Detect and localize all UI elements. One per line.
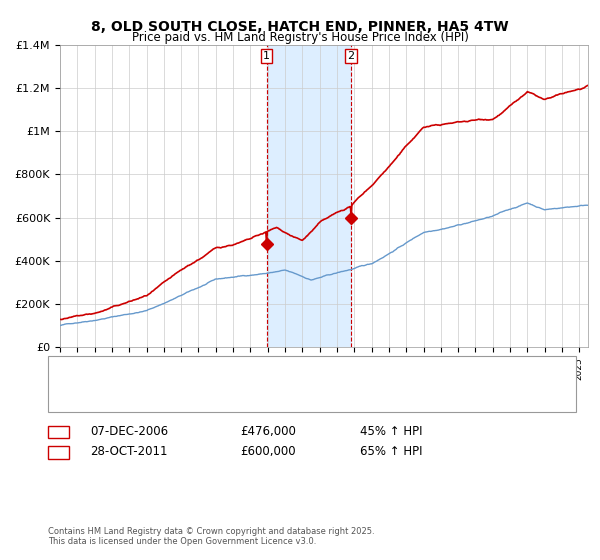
Text: Price paid vs. HM Land Registry's House Price Index (HPI): Price paid vs. HM Land Registry's House … bbox=[131, 31, 469, 44]
Text: 1: 1 bbox=[54, 424, 62, 438]
Text: 8, OLD SOUTH CLOSE, HATCH END, PINNER, HA5 4TW: 8, OLD SOUTH CLOSE, HATCH END, PINNER, H… bbox=[91, 20, 509, 34]
Text: £476,000: £476,000 bbox=[240, 424, 296, 438]
Text: HPI: Average price, semi-detached house, Harrow: HPI: Average price, semi-detached house,… bbox=[102, 391, 344, 401]
Text: 28-OCT-2011: 28-OCT-2011 bbox=[90, 445, 167, 459]
Text: 8, OLD SOUTH CLOSE, HATCH END, PINNER, HA5 4TW (semi-detached house): 8, OLD SOUTH CLOSE, HATCH END, PINNER, H… bbox=[102, 366, 481, 376]
Bar bbox=[266, 45, 351, 347]
Text: 65% ↑ HPI: 65% ↑ HPI bbox=[360, 445, 422, 459]
Text: 07-DEC-2006: 07-DEC-2006 bbox=[90, 424, 168, 438]
Text: £600,000: £600,000 bbox=[240, 445, 296, 459]
Text: 1: 1 bbox=[263, 51, 270, 61]
Text: Contains HM Land Registry data © Crown copyright and database right 2025.
This d: Contains HM Land Registry data © Crown c… bbox=[48, 526, 374, 546]
Text: 45% ↑ HPI: 45% ↑ HPI bbox=[360, 424, 422, 438]
Text: 2: 2 bbox=[347, 51, 355, 61]
Text: 2: 2 bbox=[54, 445, 62, 459]
